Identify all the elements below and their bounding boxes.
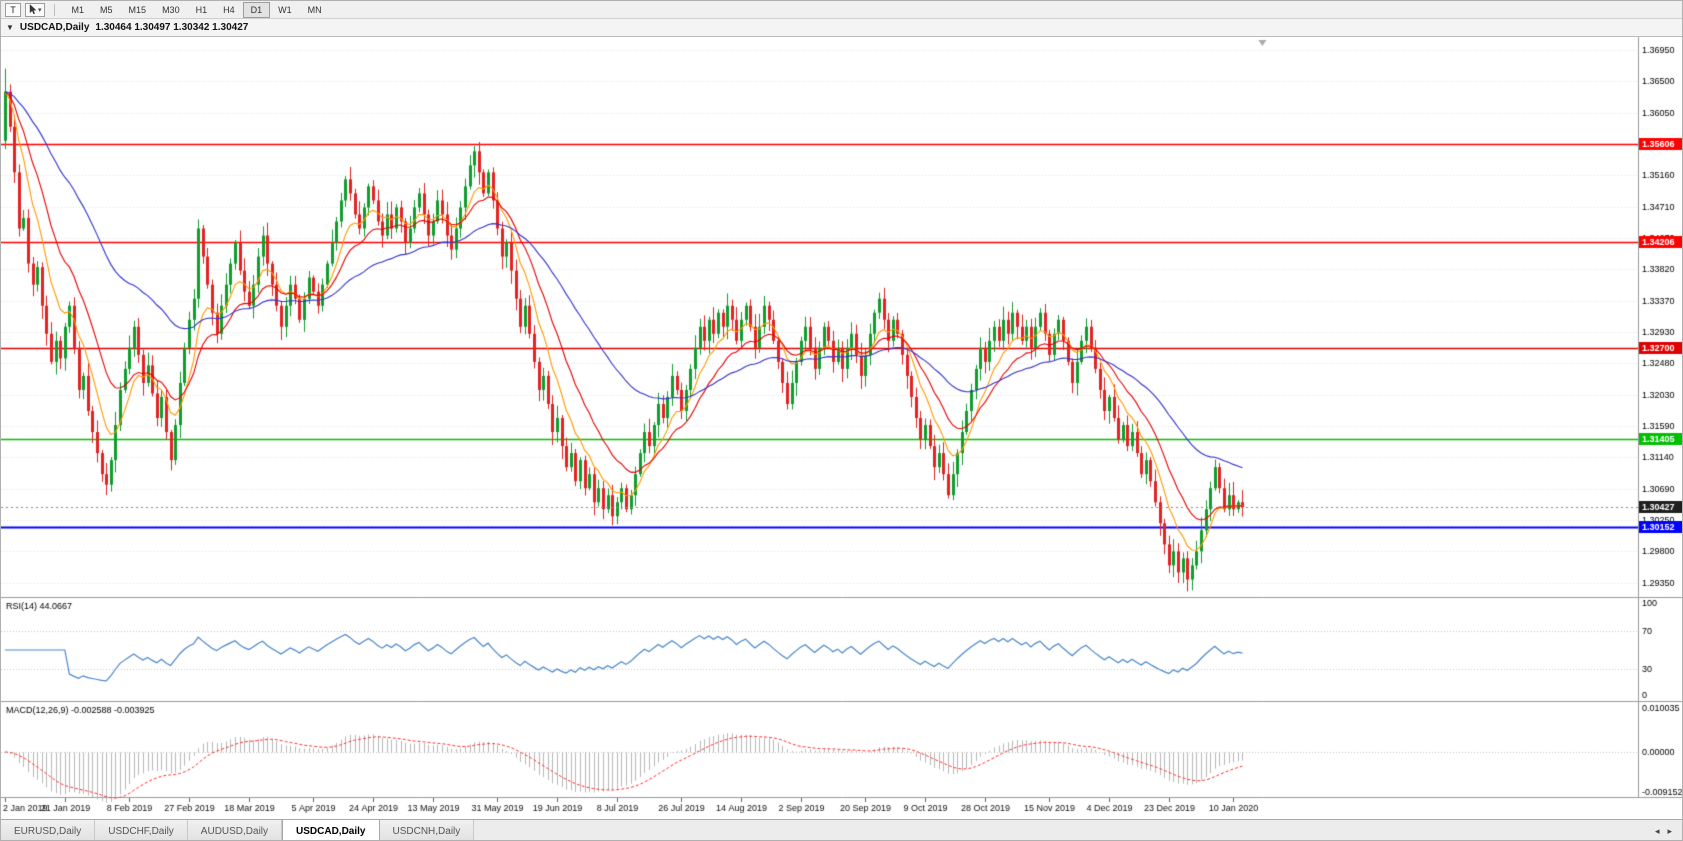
cursor-tool-button[interactable]: ▾ <box>25 2 45 17</box>
timeframe-m5-button[interactable]: M5 <box>100 4 113 15</box>
templates-button[interactable]: T <box>5 2 21 17</box>
tab-scroll-left-icon[interactable]: ◂ <box>1654 825 1660 836</box>
timeframe-mn-button[interactable]: MN <box>307 4 322 15</box>
chart-tab-bar: EURUSD,Daily USDCHF,Daily AUDUSD,Daily USDC… <box>1 819 1682 840</box>
tab-usdchf-daily[interactable]: USDCHF,Daily <box>95 820 188 840</box>
timeframe-w1-button[interactable]: W1 <box>278 4 292 15</box>
tab-eurusd-daily[interactable]: EURUSD,Daily <box>1 820 96 840</box>
tab-scroll-right-icon[interactable]: ▸ <box>1667 825 1672 836</box>
timeframe-h1-button[interactable]: H1 <box>195 4 208 15</box>
timeframe-m15-button[interactable]: M15 <box>128 4 147 15</box>
tab-scroll-arrows: ◂ ▸ <box>1654 820 1682 840</box>
timeframe-group: M1 M5 M15 M30 H1 H4 D1 W1 MN <box>64 1 330 18</box>
toolbar: T ▾ M1 M5 M15 M30 H1 H4 D1 W1 MN <box>1 1 1682 19</box>
chart-tabs: EURUSD,Daily USDCHF,Daily AUDUSD,Daily USDC… <box>1 820 475 840</box>
timeframe-d1-button[interactable]: D1 <box>242 1 271 18</box>
chart-title-bar: ▼ USDCAD,Daily 1.30464 1.30497 1.30342 1… <box>1 19 1682 37</box>
tab-usdcnh-daily[interactable]: USDCNH,Daily <box>379 820 475 840</box>
chart-ohlc-quote: 1.30464 1.30497 1.30342 1.30427 <box>95 22 249 33</box>
toolbar-separator <box>53 3 55 16</box>
price-chart-canvas[interactable] <box>1 37 1682 819</box>
timeframe-h4-button[interactable]: H4 <box>223 4 235 15</box>
tab-usdcad-daily[interactable]: USDCAD,Daily <box>282 820 380 840</box>
cursor-icon <box>29 4 37 15</box>
timeframe-m30-button[interactable]: M30 <box>162 4 180 15</box>
tab-audusd-daily[interactable]: AUDUSD,Daily <box>187 820 283 840</box>
collapse-arrow-icon[interactable]: ▼ <box>6 23 14 32</box>
chart-symbol-title: USDCAD,Daily <box>19 22 90 33</box>
chevron-down-icon: ▾ <box>38 6 42 14</box>
timeframe-m1-button[interactable]: M1 <box>71 4 85 15</box>
